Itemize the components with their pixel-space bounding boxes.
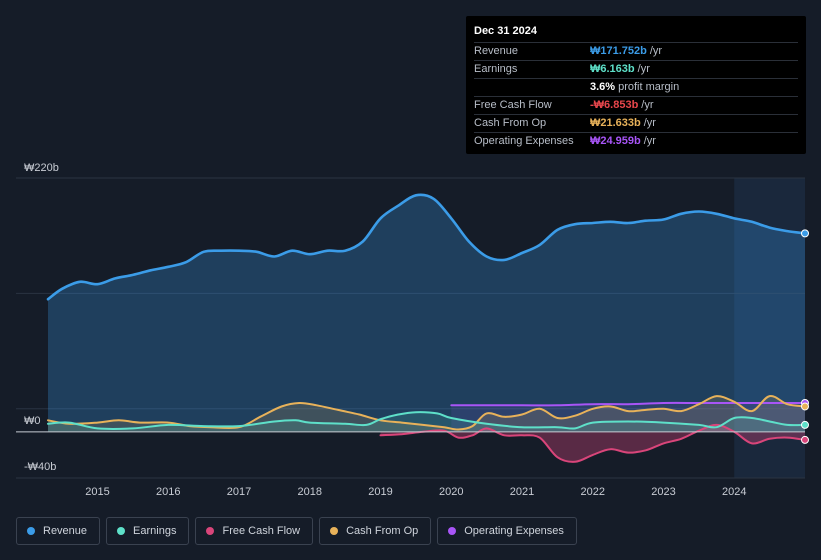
x-tick-label: 2015 [85, 486, 109, 498]
legend-label: Revenue [43, 525, 88, 537]
legend-item-earnings[interactable]: Earnings [106, 517, 190, 545]
y-tick-label: ₩220b [24, 162, 59, 174]
legend-label: Operating Expenses [464, 525, 564, 537]
cash-from-op-area [48, 395, 805, 432]
x-tick-label: 2024 [722, 486, 746, 498]
tooltip-row-unit: /yr [643, 135, 656, 147]
tooltip-row: Free Cash Flow -₩6.853b/yr [474, 96, 798, 114]
x-tick-label: 2019 [368, 486, 392, 498]
tooltip-row-label: Earnings [474, 63, 518, 75]
operating-expenses-line [450, 401, 806, 407]
tooltip-row: Cash From Op ₩21.633b/yr [474, 114, 798, 132]
tooltip-row-value: ₩171.752b [590, 45, 647, 57]
tooltip-date: Dec 31 2024 [474, 25, 537, 37]
revenue-area [48, 194, 805, 432]
x-tick-label: 2022 [581, 486, 605, 498]
legend-item-operating-expenses[interactable]: Operating Expenses [437, 517, 577, 545]
legend-label: Cash From Op [346, 525, 419, 537]
free-cash-flow-area [380, 424, 805, 462]
tooltip-rows: Revenue ₩171.752b/yr Earnings ₩6.163b/yr 3.6… [474, 42, 798, 150]
x-tick-label: 2020 [439, 486, 463, 498]
legend-item-cash-from-op[interactable]: Cash From Op [319, 517, 432, 545]
revenue-line [46, 193, 807, 301]
tooltip-row-unit: /yr [641, 99, 654, 111]
legend-item-free-cash-flow[interactable]: Free Cash Flow [195, 517, 314, 545]
legend-label: Free Cash Flow [222, 525, 301, 537]
tooltip-row-value: ₩6.163b [590, 63, 635, 75]
tooltip-row-value: -₩6.853b [590, 99, 639, 111]
data-tooltip: Dec 31 2024 Revenue ₩171.752b/yr Earnings ₩… [466, 16, 806, 154]
tooltip-row-label: Revenue [474, 45, 519, 57]
tooltip-row: Operating Expenses ₩24.959b/yr [474, 132, 798, 150]
tooltip-row: Revenue ₩171.752b/yr [474, 42, 798, 60]
x-tick-label: 2016 [156, 486, 180, 498]
tooltip-row-unit: profit margin [618, 81, 680, 93]
free-cash-flow-end-marker [801, 435, 809, 444]
y-tick-label: -₩40b [24, 461, 56, 473]
chart-legend: Revenue Earnings Free Cash Flow Cash From O… [16, 517, 583, 545]
tooltip-row-label: Operating Expenses [474, 135, 574, 147]
legend-dot-icon [206, 527, 215, 535]
tooltip-row-value: 3.6% [590, 81, 616, 93]
earnings-end-marker [801, 420, 809, 429]
tooltip-row-unit: /yr [637, 63, 650, 75]
axis-layer: ₩220b ₩0 -₩40b 2015 2016 2017 2018 2019 2020 2021… [16, 162, 805, 498]
revenue-end-marker [801, 229, 809, 238]
legend-dot-icon [448, 527, 457, 535]
tooltip-row-unit: /yr [643, 117, 656, 129]
tooltip-row-value: ₩21.633b [590, 117, 641, 129]
y-tick-label: ₩0 [24, 415, 41, 427]
legend-dot-icon [27, 527, 35, 535]
legend-dot-icon [330, 527, 339, 535]
earnings-line [47, 411, 806, 430]
tooltip-row-label: Cash From Op [474, 117, 547, 129]
tooltip-row: 3.6% profit margin [474, 78, 798, 96]
tooltip-row-label [474, 79, 590, 96]
legend-item-revenue[interactable]: Revenue [16, 517, 101, 545]
x-tick-label: 2018 [298, 486, 322, 498]
tooltip-row: Earnings ₩6.163b/yr [474, 60, 798, 78]
x-tick-label: 2023 [651, 486, 675, 498]
legend-dot-icon [117, 527, 126, 535]
x-tick-label: 2021 [510, 486, 534, 498]
tooltip-row-value: ₩24.959b [590, 135, 641, 147]
tooltip-row-unit: /yr [649, 45, 663, 57]
cash-from-op-end-marker [801, 402, 809, 411]
x-tick-label: 2017 [227, 486, 251, 498]
legend-label: Earnings [133, 525, 177, 537]
tooltip-row-label: Free Cash Flow [474, 99, 552, 111]
